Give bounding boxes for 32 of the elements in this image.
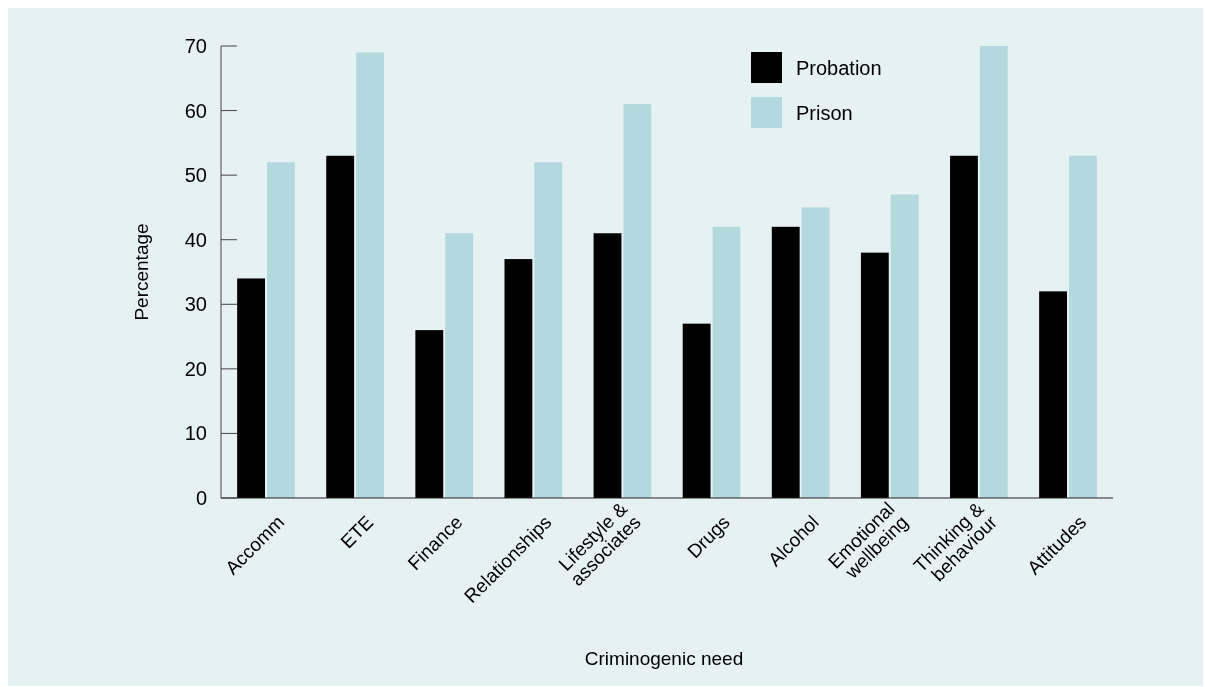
bar [623,104,652,498]
x-axis-title: Criminogenic need [584,648,744,669]
y-tick-label: 50 [184,164,207,187]
y-tick-label: 60 [184,99,207,122]
bar [860,252,889,498]
bar [593,233,622,498]
bar [682,323,711,498]
bar [1039,291,1067,498]
y-tick-label: 10 [184,422,207,445]
y-tick-label: 20 [184,357,207,380]
bar [712,226,741,498]
y-tick-label: 70 [184,35,207,57]
legend-label: Prison [796,102,853,124]
y-tick-label: 30 [184,293,207,316]
bar [415,330,444,498]
bar [356,52,384,498]
bar [504,259,533,498]
bar [237,278,265,498]
bar [445,233,474,498]
y-tick-label: 0 [195,487,207,509]
bar [1069,155,1097,498]
bar [326,155,355,498]
bar [950,155,978,498]
bar [979,46,1008,498]
bar [534,162,563,498]
bar [890,194,919,498]
bar [267,162,295,498]
y-axis-title: Percentage [131,223,152,321]
bar [771,226,800,498]
legend-label: Probation [796,57,882,79]
y-tick-label: 40 [184,228,207,251]
bar [801,207,830,498]
